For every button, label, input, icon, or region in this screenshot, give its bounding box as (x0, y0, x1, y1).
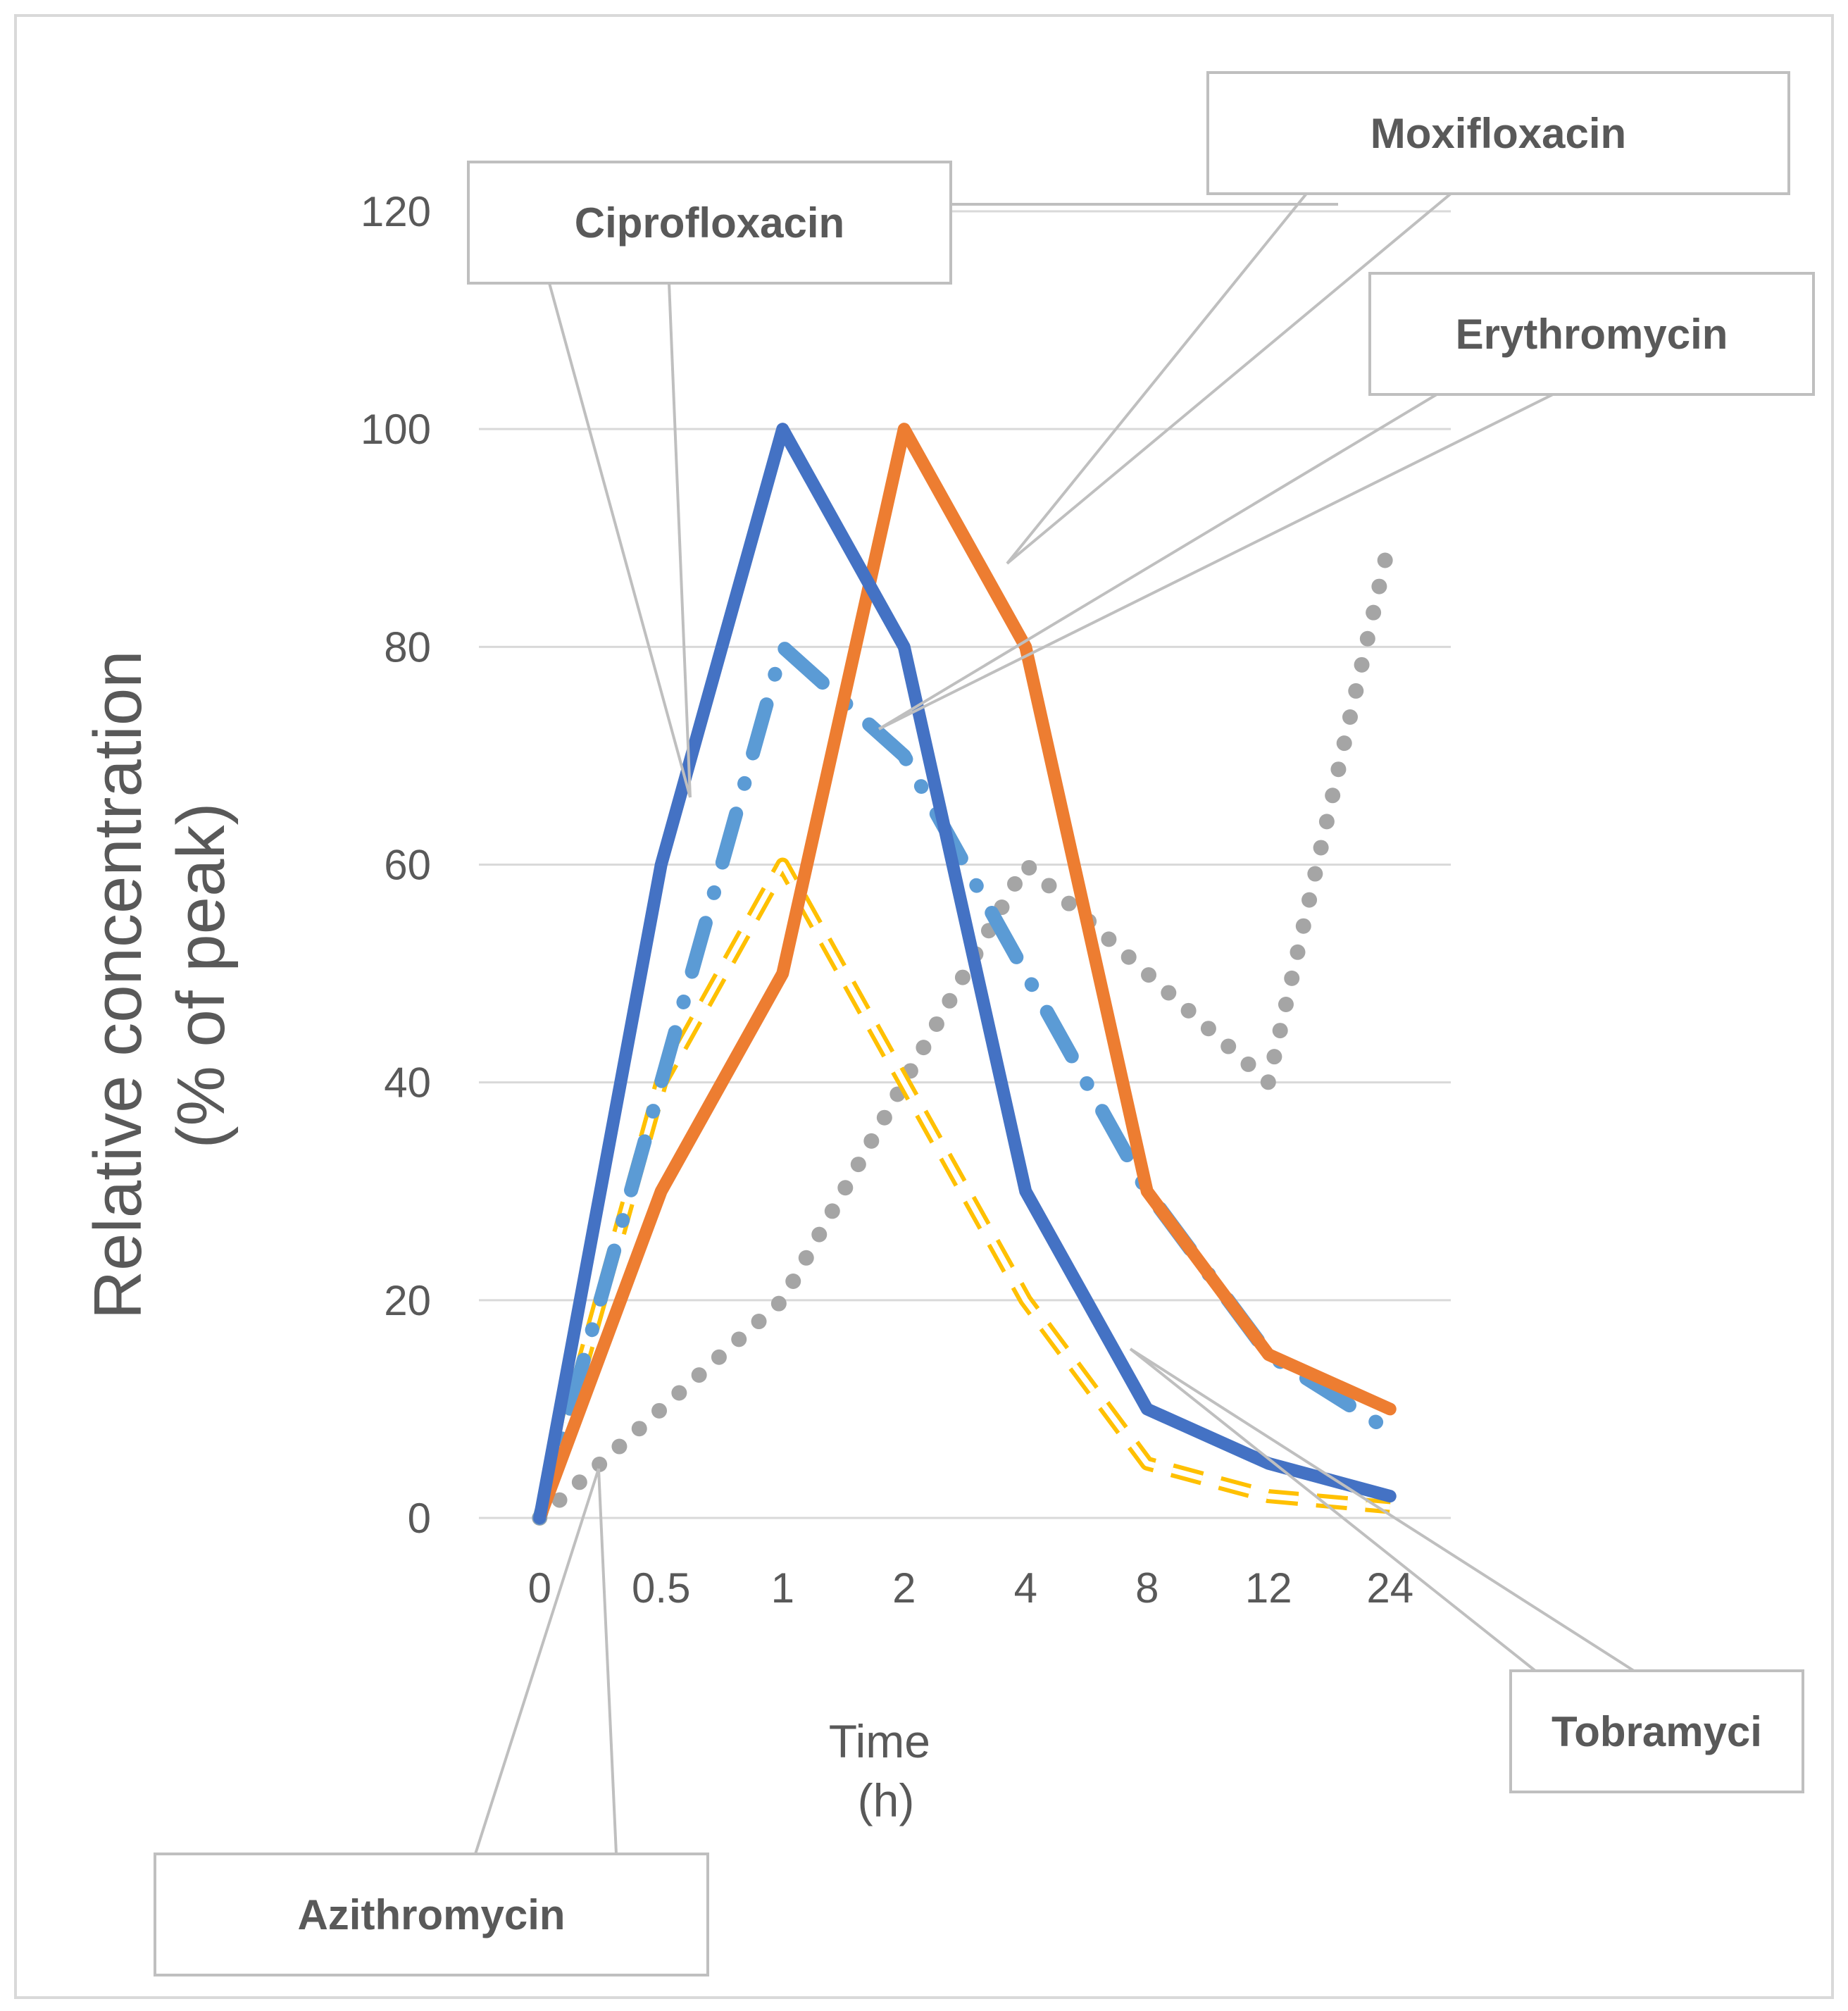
callout-label: Ciprofloxacin (575, 199, 844, 247)
data-point-moxifloxacin-2 (902, 427, 906, 431)
callout-leader-ciprofloxacin (668, 282, 692, 798)
data-point-ciprofloxacin-1 (780, 427, 785, 431)
callout-erythromycin: Erythromycin (1368, 272, 1815, 396)
callout-leaders (474, 192, 1635, 1855)
y-tick-label: 120 (361, 188, 431, 235)
data-point-azithromycin-12 (1266, 1081, 1270, 1085)
callout-box (467, 161, 952, 285)
callout-leader-erythromycin (878, 393, 1554, 730)
series-tobramyci (532, 857, 1392, 1520)
series-line (533, 423, 1397, 1524)
data-point-ciprofloxacin-4 (1023, 1189, 1028, 1193)
callout-label: Azithromycin (297, 1891, 565, 1938)
x-tick-label: 24 (1366, 1564, 1413, 1612)
callout-leader-azithromycin (474, 1468, 600, 1855)
data-point-erythromycin-0-5 (659, 1081, 663, 1085)
data-point-azithromycin-1 (780, 1298, 785, 1302)
data-point-ciprofloxacin-24 (1388, 1494, 1392, 1498)
data-point-tobramyci-24 (1388, 1505, 1392, 1509)
series-moxifloxacin (533, 423, 1397, 1524)
data-point-azithromycin-4 (1023, 863, 1028, 867)
data-point-tobramyci-2 (902, 1081, 906, 1085)
x-axis-title-line-2: (h) (858, 1774, 915, 1826)
data-point-moxifloxacin-8 (1145, 1189, 1149, 1193)
data-point-erythromycin-1 (780, 645, 785, 649)
data-point-azithromycin-24 (1388, 536, 1392, 540)
callout-box (1509, 1669, 1804, 1793)
gridlines (479, 210, 1451, 1519)
callout-label: Erythromycin (1456, 311, 1728, 358)
callout-label: Moxifloxacin (1371, 110, 1626, 157)
series-line-inner (537, 861, 1391, 1519)
data-point-ciprofloxacin-12 (1266, 1462, 1270, 1466)
data-point-ciprofloxacin-0 (537, 1516, 542, 1520)
callouts: Ciprofloxacin Moxifloxacin Erythromycin Tob… (154, 71, 1815, 1976)
x-tick-label: 1 (771, 1564, 794, 1612)
series-azithromycin (532, 530, 1398, 1526)
callout-leader-erythromycin (878, 393, 1438, 730)
data-point-moxifloxacin-0-5 (659, 1189, 663, 1193)
callout-leader-tobramyci (1129, 1347, 1537, 1672)
data-point-moxifloxacin-1 (780, 971, 785, 976)
callout-ciprofloxacin: Ciprofloxacin (467, 161, 952, 285)
data-point-azithromycin-8 (1145, 971, 1149, 976)
data-point-moxifloxacin-24 (1388, 1407, 1392, 1411)
data-point-ciprofloxacin-8 (1145, 1407, 1149, 1411)
series-line (533, 423, 1397, 1524)
series-ciprofloxacin (533, 423, 1397, 1524)
data-point-azithromycin-0-5 (659, 1407, 663, 1411)
y-tick-label: 80 (384, 623, 431, 671)
callout-label: Tobramyci (1552, 1708, 1762, 1755)
data-point-erythromycin-24 (1388, 1428, 1392, 1433)
callout-leader-ciprofloxacin (548, 282, 692, 798)
x-axis-title-line-1: Time (829, 1715, 930, 1767)
x-tick-label: 4 (1014, 1564, 1037, 1612)
y-axis-title-line-1: Relative concentration (80, 650, 156, 1319)
data-point-tobramyci-12 (1266, 1494, 1270, 1498)
data-point-ciprofloxacin-0-5 (659, 863, 663, 867)
data-point-tobramyci-8 (1145, 1462, 1149, 1466)
data-point-ciprofloxacin-2 (902, 645, 906, 649)
series-line (532, 530, 1398, 1526)
x-tick-label: 12 (1245, 1564, 1292, 1612)
data-point-tobramyci-4 (1023, 1298, 1028, 1302)
callout-box (154, 1853, 709, 1976)
x-axis-title: Time (h) (829, 1715, 944, 1826)
x-tick-label: 0 (528, 1564, 551, 1612)
callout-leader-tobramyci (1129, 1347, 1635, 1672)
y-tick-label: 40 (384, 1059, 431, 1107)
callout-leader-moxifloxacin (1006, 192, 1452, 565)
data-point-moxifloxacin-4 (1023, 645, 1028, 649)
x-tick-label: 2 (892, 1564, 916, 1612)
callout-moxifloxacin: Moxifloxacin (1206, 71, 1790, 195)
callout-leader-azithromycin (597, 1468, 618, 1855)
data-point-tobramyci-1 (780, 863, 785, 867)
y-tick-label: 20 (384, 1277, 431, 1324)
y-axis-ticks: 0 20 40 60 80 100 120 (361, 188, 431, 1542)
callout-box (1206, 71, 1790, 195)
x-tick-label: 8 (1135, 1564, 1159, 1612)
data-point-moxifloxacin-12 (1266, 1352, 1270, 1357)
series (532, 423, 1398, 1526)
x-axis-ticks: 0 0.5 1 2 4 8 12 24 (528, 1564, 1414, 1612)
callout-azithromycin: Azithromycin (154, 1853, 709, 1976)
y-axis-title: Relative concentration (% of peak) (80, 632, 239, 1320)
y-axis-title-line-2: (% of peak) (163, 803, 239, 1149)
y-tick-label: 60 (384, 842, 431, 889)
y-tick-label: 0 (408, 1495, 431, 1542)
callout-box (1368, 272, 1815, 396)
data-point-erythromycin-2 (902, 754, 906, 758)
data-point-erythromycin-4 (1023, 971, 1028, 976)
y-tick-label: 100 (361, 406, 431, 453)
callout-leader-moxifloxacin (1006, 192, 1308, 565)
x-tick-label: 0.5 (632, 1564, 690, 1612)
callout-tobramyci: Tobramyci (1509, 1669, 1804, 1793)
